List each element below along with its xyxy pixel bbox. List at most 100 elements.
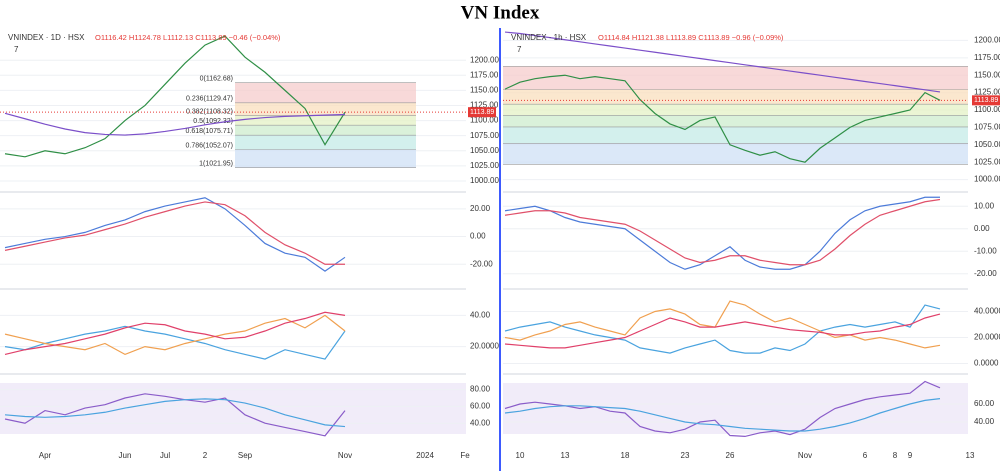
symbol: VNINDEX · 1h · HSX — [511, 33, 587, 42]
fib-band — [235, 115, 416, 126]
y-tick-label: 1025.00 — [470, 161, 499, 170]
fib-band — [503, 104, 968, 116]
indicator-toggle[interactable]: 7 — [14, 45, 19, 54]
y-tick-label: 1150.00 — [974, 70, 1000, 79]
series-line — [4, 112, 346, 136]
x-tick-label: 23 — [681, 451, 690, 460]
fib-band — [235, 135, 416, 150]
x-tick-label: Apr — [39, 451, 52, 460]
y-tick-label: -20.00 — [470, 259, 493, 268]
fib-label: 0.5(1092.32) — [193, 118, 233, 125]
y-tick-label: 20.00 — [470, 204, 491, 213]
x-tick-label: Jun — [119, 451, 132, 460]
y-tick-label: 0.00 — [470, 232, 486, 241]
x-tick-label: 8 — [893, 451, 898, 460]
fib-label: 0(1162.68) — [200, 76, 233, 83]
y-tick-label: 1125.00 — [974, 88, 1000, 97]
x-tick-label: 26 — [726, 451, 735, 460]
y-tick-label: 1175.00 — [470, 70, 499, 79]
y-tick-label: 40.00 — [470, 418, 491, 427]
fib-band — [503, 143, 968, 165]
ohlc: O1114.84 H1121.38 L1113.89 C1113.89 −0.9… — [598, 33, 784, 42]
y-tick-label: 1200.00 — [470, 55, 499, 64]
fib-band — [503, 66, 968, 90]
fib-band — [235, 149, 416, 168]
y-tick-label: 1050.00 — [470, 146, 499, 155]
y-tick-label: 0.0000 — [974, 359, 999, 368]
fib-label: 0.382(1108.32) — [186, 108, 233, 115]
x-tick-label: 13 — [561, 451, 570, 460]
series-line — [4, 398, 346, 428]
symbol: VNINDEX · 1D · HSX — [8, 33, 85, 42]
y-tick-label: 40.00 — [974, 417, 995, 426]
x-tick-label: Nov — [798, 451, 812, 460]
rsi-band — [0, 383, 466, 434]
x-tick-label: 6 — [863, 451, 868, 460]
fib-label: 0.786(1052.07) — [186, 142, 233, 149]
y-tick-label: 0.00 — [974, 224, 990, 233]
y-tick-label: 1125.00 — [470, 101, 499, 110]
fib-label: 1(1021.95) — [199, 161, 233, 168]
y-tick-label: 1100.00 — [470, 116, 499, 125]
y-tick-label: 1050.00 — [974, 140, 1000, 149]
series-line — [504, 313, 941, 349]
series-line — [4, 35, 346, 158]
series-line — [4, 201, 345, 265]
x-tick-label: Fe — [460, 451, 470, 460]
y-tick-label: 1075.00 — [974, 123, 1000, 132]
fib-label: 0.236(1129.47) — [186, 96, 233, 103]
series-line — [4, 314, 346, 356]
y-tick-label: 20.0000 — [974, 333, 1000, 342]
series-line — [504, 398, 941, 432]
y-tick-label: 1200.00 — [974, 36, 1000, 45]
x-tick-label: Sep — [238, 451, 253, 460]
page-title: VN Index — [461, 2, 540, 23]
y-tick-label: 1000.00 — [974, 175, 1000, 184]
y-tick-label: 80.00 — [470, 385, 491, 394]
y-tick-label: 40.00 — [470, 311, 491, 320]
last-price-tag — [972, 95, 1000, 106]
series-line — [504, 196, 940, 270]
fib-label: 0.618(1075.71) — [186, 128, 233, 135]
series-line — [504, 74, 941, 163]
x-tick-label: Jul — [160, 451, 170, 460]
y-tick-label: 60.00 — [470, 402, 491, 411]
fib-band — [235, 125, 416, 136]
y-tick-label: 1150.00 — [470, 85, 499, 94]
series-line — [504, 300, 941, 349]
x-tick-label: 13 — [966, 451, 975, 460]
series-line — [4, 393, 346, 437]
x-tick-label: 9 — [908, 451, 913, 460]
series-line — [504, 304, 941, 354]
y-tick-label: 1000.00 — [470, 176, 499, 185]
x-tick-label: 18 — [621, 451, 630, 460]
series-line — [4, 197, 346, 272]
y-tick-label: -10.00 — [974, 246, 997, 255]
indicator-toggle[interactable]: 7 — [517, 45, 522, 54]
fib-band — [235, 102, 416, 116]
y-tick-label: 1075.00 — [470, 131, 499, 140]
x-tick-label: 10 — [516, 451, 525, 460]
y-tick-label: 40.0000 — [974, 307, 1000, 316]
fib-band — [503, 115, 968, 127]
series-line — [504, 198, 941, 266]
series-line — [504, 31, 941, 93]
y-tick-label: 60.00 — [974, 399, 995, 408]
fib-band — [235, 82, 416, 103]
fib-band — [503, 126, 968, 144]
fib-band — [503, 89, 968, 105]
y-tick-label: 1175.00 — [974, 53, 1000, 62]
ohlc: O1116.42 H1124.78 L1112.13 C1113.89 −0.4… — [95, 33, 281, 42]
y-tick-label: 1100.00 — [974, 105, 1000, 114]
series-line — [4, 325, 346, 360]
y-tick-label: 10.00 — [974, 201, 995, 210]
last-price-tag — [468, 107, 496, 118]
y-tick-label: 20.0000 — [470, 342, 499, 351]
y-tick-label: -20.00 — [974, 269, 997, 278]
x-tick-label: Nov — [338, 451, 352, 460]
y-tick-label: 1025.00 — [974, 157, 1000, 166]
series-line — [504, 380, 941, 438]
x-tick-label: 2024 — [416, 451, 434, 460]
last-price-label: 1113.89 — [470, 109, 494, 116]
